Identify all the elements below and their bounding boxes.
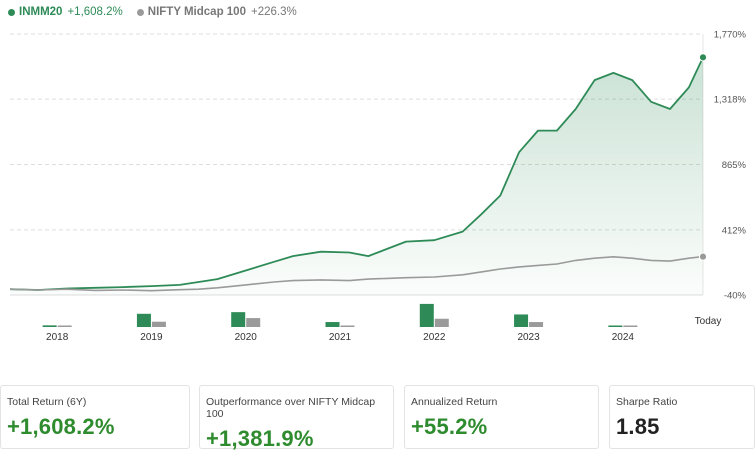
benchmark-annual-bar (246, 318, 261, 327)
y-tick-label: 1,770% (714, 30, 747, 41)
performance-chart: 1,770% 1,318% 865% 412% -40% 2018 2019 2020 2021… (9, 30, 747, 343)
benchmark-end-point (698, 252, 708, 261)
card-label: Total Return (6Y) (7, 396, 87, 408)
primary-dot-icon (8, 8, 15, 16)
card-label: Annualized Return (411, 396, 498, 408)
legend-item-primary[interactable]: INMM20 +1,608.2% (8, 6, 123, 18)
benchmark-annual-bar (623, 325, 638, 327)
card-label: Sharpe Ratio (616, 396, 678, 408)
card-value: +1,381.9% (206, 426, 314, 451)
primary-area (10, 57, 703, 296)
card-label: Outperformance over NIFTY Midcap 100 (206, 396, 376, 420)
benchmark-annual-bar (340, 325, 355, 327)
card-outperformance: Outperformance over NIFTY Midcap 100 +1,… (199, 385, 394, 451)
benchmark-annual-bar (57, 325, 72, 327)
x-tick-label: Today (695, 316, 722, 327)
x-tick-label: 2020 (235, 332, 258, 343)
x-tick-label: 2022 (423, 332, 446, 343)
x-tick-label: 2024 (612, 332, 635, 343)
x-tick-label: 2019 (140, 332, 163, 343)
legend-benchmark-change: +226.3% (250, 6, 297, 18)
primary-end-point (698, 53, 708, 62)
legend-primary-name: INMM20 (19, 6, 63, 18)
primary-annual-bar (514, 314, 529, 327)
chart-legend: INMM20 +1,608.2% NIFTY Midcap 100 +226.3… (8, 6, 311, 18)
card-sharpe-ratio: Sharpe Ratio 1.85 (609, 385, 755, 449)
legend-primary-change: +1,608.2% (67, 6, 123, 18)
card-value: +1,608.2% (7, 414, 115, 439)
legend-item-benchmark[interactable]: NIFTY Midcap 100 +226.3% (136, 6, 297, 18)
benchmark-series-line (9, 255, 704, 292)
benchmark-dot-icon (136, 8, 144, 16)
primary-annual-bar (608, 325, 623, 327)
legend-benchmark-name: NIFTY Midcap 100 (147, 6, 246, 18)
stats-cards: Total Return (6Y) +1,608.2% Outperforman… (0, 385, 755, 451)
primary-annual-bar (136, 313, 151, 327)
primary-annual-bar (231, 312, 246, 327)
y-tick-label: 865% (722, 160, 747, 171)
benchmark-annual-bar (434, 318, 449, 327)
card-total-return: Total Return (6Y) +1,608.2% (0, 385, 190, 449)
x-tick-label: 2018 (46, 332, 69, 343)
y-tick-label: -40% (724, 291, 747, 302)
benchmark-annual-bar (529, 322, 544, 327)
y-tick-label: 412% (722, 225, 747, 236)
x-tick-label: 2023 (517, 332, 540, 343)
card-value: 1.85 (616, 414, 660, 439)
card-annualized-return: Annualized Return +55.2% (404, 385, 599, 449)
primary-series-line (9, 57, 704, 291)
primary-annual-bar (42, 325, 57, 327)
x-tick-label: 2021 (329, 332, 352, 343)
card-value: +55.2% (411, 414, 488, 439)
primary-annual-bar (419, 303, 434, 327)
primary-annual-bar (325, 322, 340, 327)
benchmark-annual-bar (151, 321, 166, 327)
y-tick-label: 1,318% (714, 95, 747, 106)
